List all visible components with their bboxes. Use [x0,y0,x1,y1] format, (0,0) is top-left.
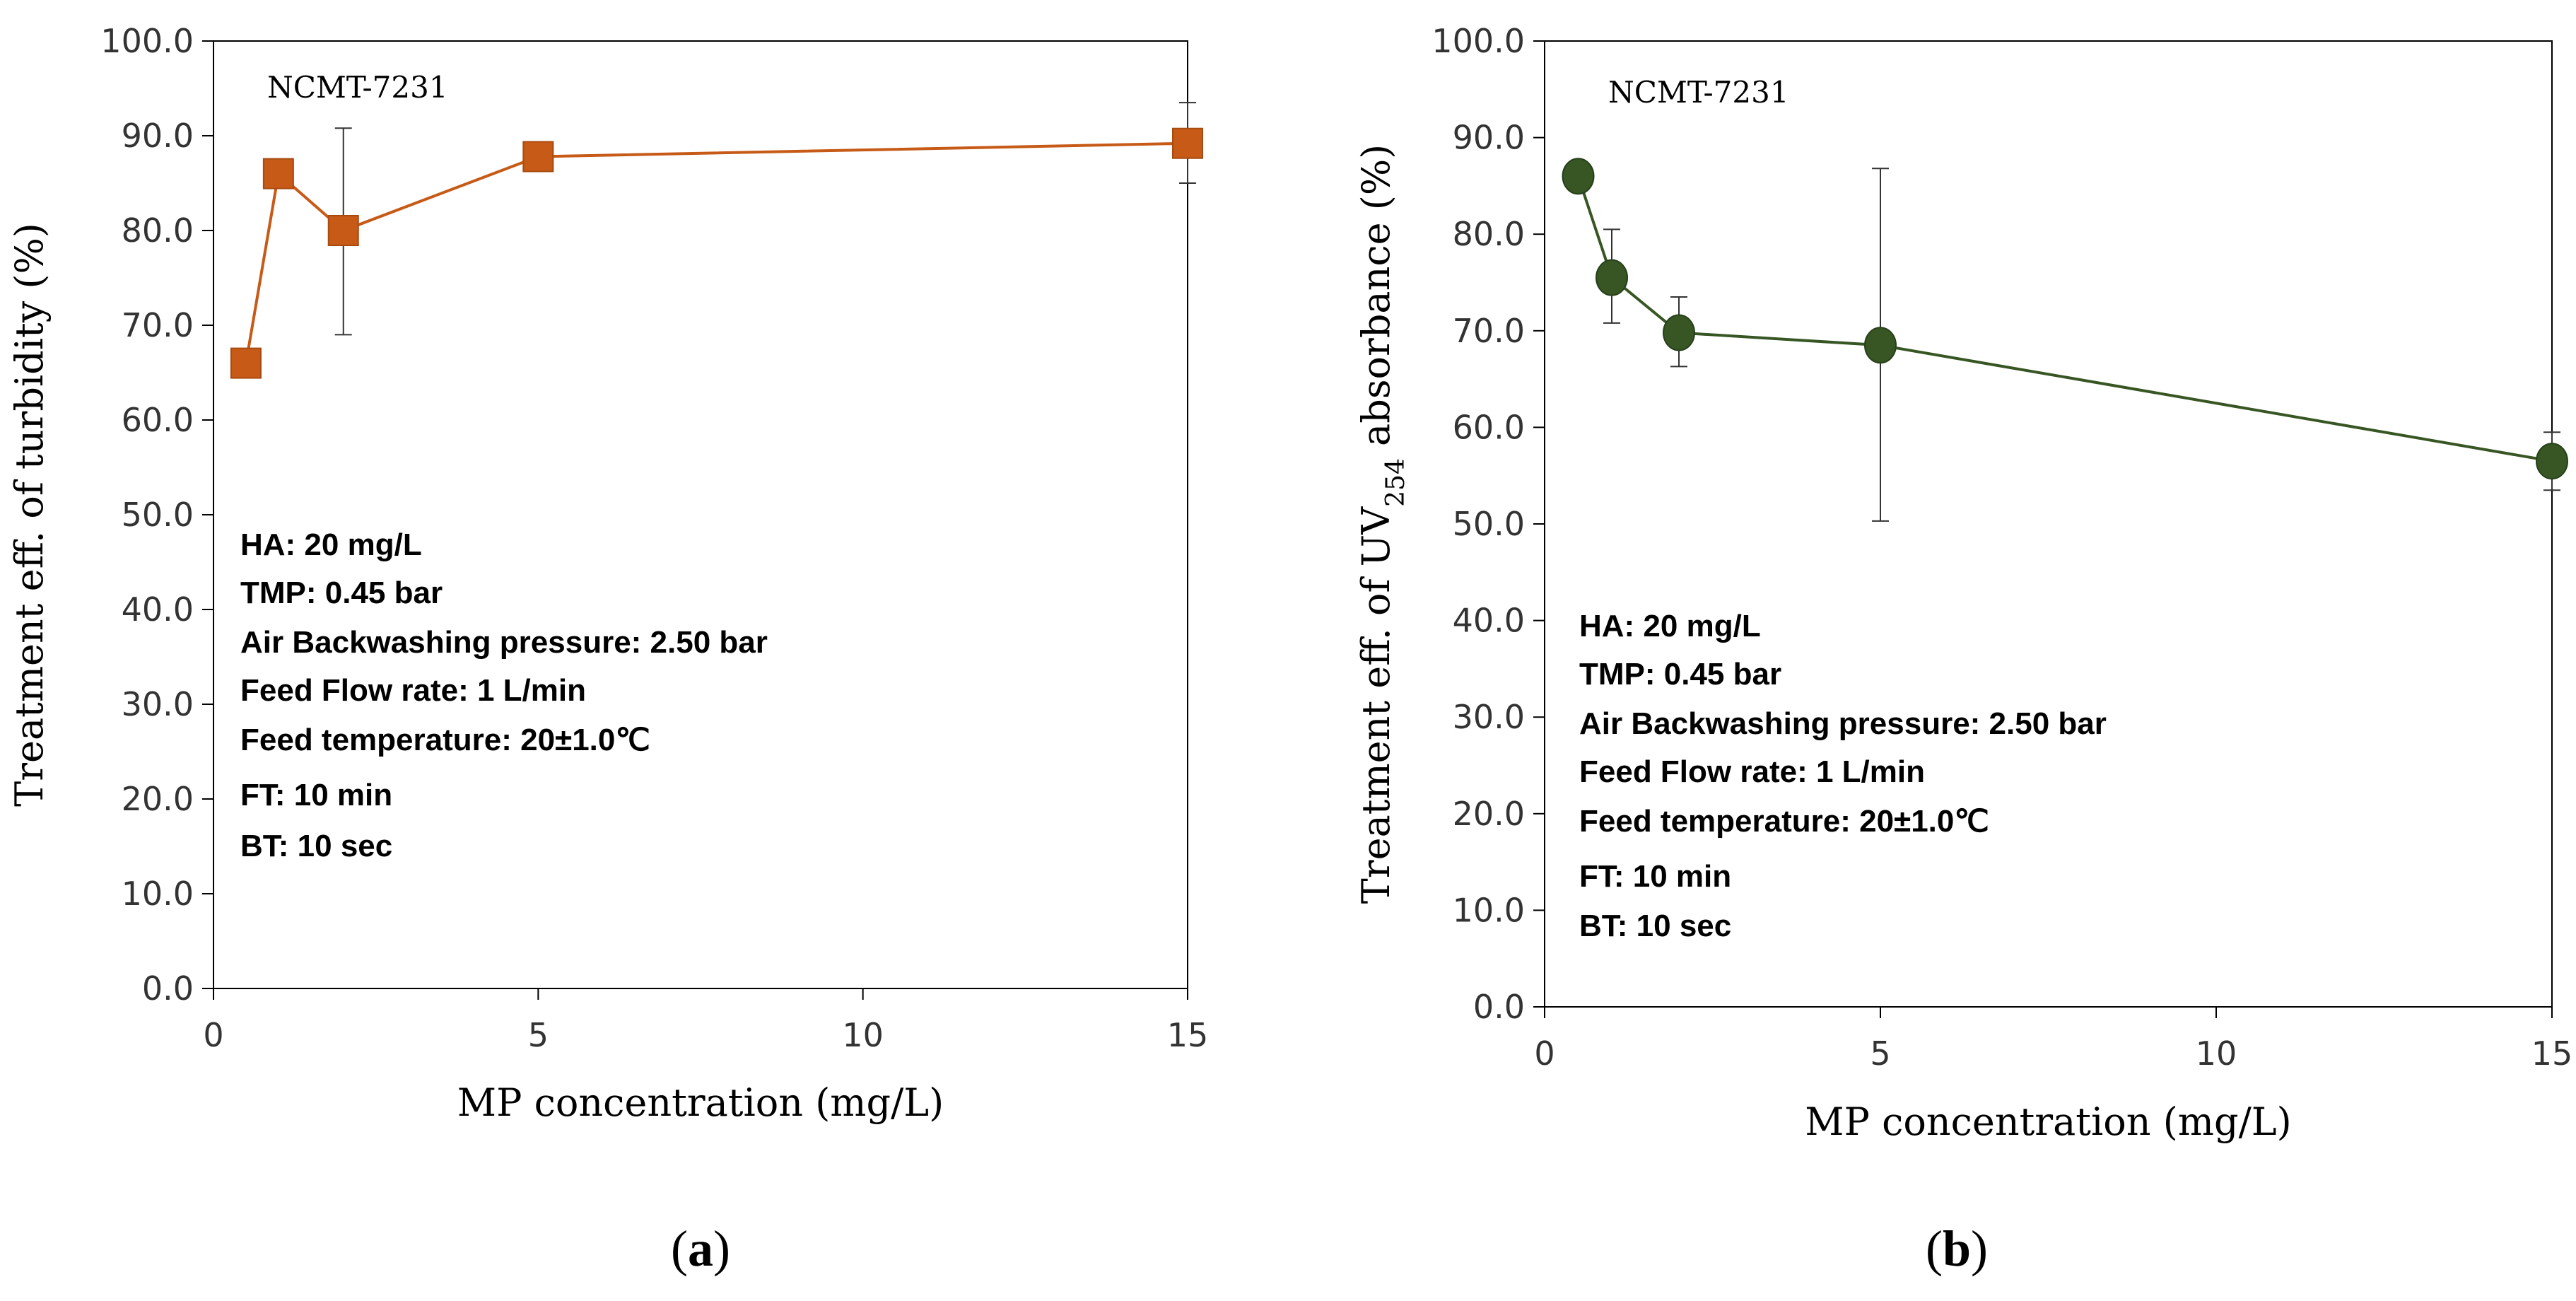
x-tick-label: 15 [1167,1016,1209,1054]
condition-annotation: TMP: 0.45 bar [1579,657,1781,692]
series-line [1576,175,2553,463]
y-axis-title-subscript: 254 [1381,458,1410,507]
x-axis-title: MP concentration (mg/L) [457,1080,944,1125]
data-point [1596,259,1628,296]
condition-annotation: FT: 10 min [1579,859,1731,894]
condition-annotation: Air Backwashing pressure: 2.50 bar [1579,706,2107,741]
x-tick-label: 0 [1534,1034,1555,1073]
y-tick-label: 50.0 [1453,505,1525,543]
data-point [1562,158,1595,195]
x-tick-label: 5 [528,1016,549,1054]
y-tick-label: 30.0 [122,685,194,723]
chart-title: NCMT-7231 [267,70,448,105]
x-tick-label: 5 [1870,1034,1890,1073]
y-axis-title-part: absorbance (%) [1354,144,1398,458]
y-tick-label: 70.0 [1453,312,1525,350]
y-tick-label: 10.0 [122,875,194,913]
panel-a-chart: 0.0 10.0 20.0 30.0 40.0 50.0 60.0 70.0 80.0 90.0 1… [7,22,1208,1277]
y-tick-label: 20.0 [122,780,194,818]
condition-annotation: HA: 20 mg/L [240,527,422,562]
y-tick-label: 70.0 [122,306,194,344]
y-tick-label: 30.0 [1453,698,1525,736]
x-tick-label: 10 [842,1016,884,1054]
data-point [230,347,262,379]
condition-annotation: TMP: 0.45 bar [240,576,443,610]
y-tick-label: 80.0 [122,211,194,250]
y-tick-label: 60.0 [1453,408,1525,446]
y-tick-label: 20.0 [1453,795,1525,833]
panel-label-letter: b [1943,1220,1971,1277]
y-tick-label: 100.0 [100,22,194,60]
data-point [327,215,359,246]
y-axis-title-part: Treatment eff. of UV [1354,506,1398,904]
y-tick-label: 10.0 [1453,891,1525,929]
data-point [2536,443,2568,480]
condition-annotation: FT: 10 min [240,778,392,812]
data-point [1172,127,1203,159]
condition-annotation: Feed temperature: 20±1.0℃ [240,723,650,757]
panel-label-letter: a [688,1220,713,1277]
panel-b-chart: 0.0 10.0 20.0 30.0 40.0 50.0 60.0 70.0 80.0 90.0 1… [1354,22,2572,1277]
panel-label-paren: ( [1926,1220,1943,1277]
y-tick-label: 50.0 [122,496,194,534]
data-point [1663,314,1695,351]
x-axis-title: MP concentration (mg/L) [1805,1099,2291,1144]
condition-annotation: Feed temperature: 20±1.0℃ [1579,804,1989,839]
panel-label-paren: ) [1971,1220,1988,1277]
y-tick-label: 90.0 [1453,119,1525,157]
y-axis-title: Treatment eff. of turbidity (%) [7,223,52,807]
condition-annotation: HA: 20 mg/L [1579,609,1761,643]
panel-label-paren: ( [671,1220,688,1277]
y-tick-label: 40.0 [1453,602,1525,640]
panel-label-paren: ) [713,1220,730,1277]
condition-annotation: Air Backwashing pressure: 2.50 bar [240,625,768,660]
y-tick-label: 90.0 [122,117,194,155]
condition-annotation: BT: 10 sec [1579,909,1731,943]
panel-label: (a) [671,1220,730,1277]
x-tick-label: 10 [2196,1034,2237,1073]
y-tick-label: 0.0 [142,969,194,1008]
y-tick-label: 80.0 [1453,215,1525,253]
y-axis-title: Treatment eff. of UV254 absorbance (%) [1354,144,1410,904]
y-tick-label: 0.0 [1473,988,1525,1026]
y-tick-label: 100.0 [1432,22,1525,60]
y-tick-label: 40.0 [122,590,194,629]
data-point [1864,327,1897,364]
chart-title: NCMT-7231 [1608,75,1789,110]
series-line [244,141,1188,363]
data-point [262,158,294,189]
panel-label: (b) [1926,1220,1988,1277]
y-tick-label: 60.0 [122,401,194,439]
x-tick-label: 15 [2531,1034,2573,1073]
data-point [522,141,554,173]
x-tick-label: 0 [203,1016,223,1054]
condition-annotation: Feed Flow rate: 1 L/min [1579,754,1925,789]
condition-annotation: BT: 10 sec [240,829,392,863]
condition-annotation: Feed Flow rate: 1 L/min [240,673,586,708]
